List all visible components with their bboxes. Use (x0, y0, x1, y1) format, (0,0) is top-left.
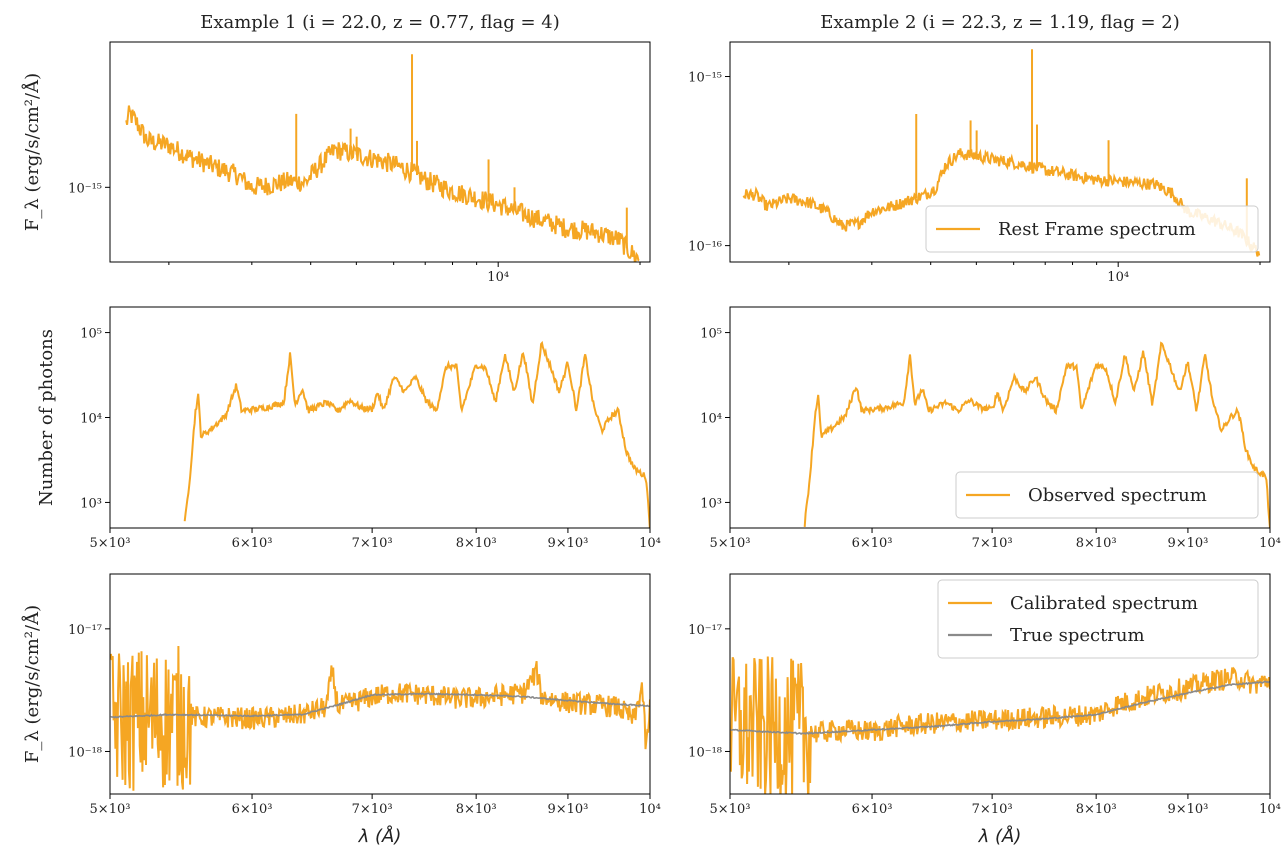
legend-label: Observed spectrum (1028, 485, 1207, 506)
x-tick-label: 7×10³ (972, 802, 1013, 817)
x-tick-label: 6×10³ (232, 536, 273, 551)
x-tick-label: 5×10³ (90, 536, 131, 551)
x-tick-label: 7×10³ (972, 536, 1013, 551)
series-line (183, 340, 650, 528)
legend-box (937, 579, 1259, 659)
x-axis-label: λ (Å) (358, 825, 402, 847)
panel-cal-2: 5×10³ 6×10³ 7×10³ 8×10³ 9×10³ 10⁴ 10⁻¹⁸ 10⁻¹⁷ λ … (688, 573, 1281, 847)
series-line (730, 656, 1270, 794)
x-tick-label: 10⁴ (639, 536, 661, 551)
x-tick-label: 10⁴ (1259, 536, 1281, 551)
series-cal-2-1 (730, 680, 1270, 736)
panel-title: Example 2 (i = 22.3, z = 1.19, flag = 2) (820, 12, 1180, 33)
series-line (110, 692, 650, 719)
axes-frame (109, 573, 651, 795)
x-tick-label: 9×10³ (1167, 536, 1208, 551)
legend: Observed spectrum (955, 471, 1259, 519)
x-tick-label: 6×10³ (232, 802, 273, 817)
y-tick-label: 10⁻¹⁷ (688, 623, 722, 638)
legend-label: Rest Frame spectrum (998, 219, 1196, 240)
series-line (125, 105, 640, 262)
y-tick-label: 10⁵ (700, 327, 722, 342)
x-tick-label: 8×10³ (1076, 536, 1117, 551)
axes-frame (729, 573, 1271, 795)
legend-box (925, 205, 1259, 253)
legend: Calibrated spectrum True spectrum (937, 579, 1259, 659)
panel-cal-1: 5×10³ 6×10³ 7×10³ 8×10³ 9×10³ 10⁴ 10⁻¹⁸ 10⁻¹⁷ F_… (21, 573, 661, 847)
y-axis-label: F_λ (erg/s/cm²/Å) (21, 605, 43, 763)
panel-title: Example 1 (i = 22.0, z = 0.77, flag = 4) (200, 12, 560, 33)
legend-label: True spectrum (1010, 625, 1145, 646)
series-line (803, 341, 1270, 528)
x-tick-label: 7×10³ (352, 802, 393, 817)
axes-frame (109, 306, 651, 529)
series-cal-2-0 (730, 656, 1270, 794)
legend-label: Calibrated spectrum (1010, 593, 1198, 614)
series-obs-1-0 (183, 340, 650, 528)
x-tick-label: 9×10³ (1167, 802, 1208, 817)
x-tick-label: 8×10³ (456, 536, 497, 551)
panel-rest-1: 10⁴ 10⁻¹⁵ Example 1 (i = 22.0, z = 0.77, f… (21, 12, 651, 285)
x-tick-label: 9×10³ (547, 536, 588, 551)
y-axis-label: F_λ (erg/s/cm²/Å) (21, 73, 43, 231)
x-tick-label: 10⁴ (487, 270, 509, 285)
x-tick-label: 8×10³ (1076, 802, 1117, 817)
series-line (742, 148, 1261, 257)
x-tick-label: 5×10³ (710, 536, 751, 551)
x-axis-label: λ (Å) (978, 825, 1022, 847)
y-tick-label: 10⁻¹⁵ (688, 71, 722, 86)
x-tick-label: 10⁴ (1107, 270, 1129, 285)
y-tick-label: 10⁻¹⁵ (68, 181, 102, 196)
series-obs-2-0 (803, 341, 1270, 528)
x-tick-label: 8×10³ (456, 802, 497, 817)
series-line (110, 645, 650, 791)
y-tick-label: 10⁵ (80, 327, 102, 342)
axes-frame (729, 41, 1271, 263)
legend: Rest Frame spectrum (925, 205, 1259, 253)
x-tick-label: 6×10³ (852, 536, 893, 551)
legend-box (955, 471, 1259, 519)
series-rest-1-0 (125, 54, 640, 262)
y-tick-label: 10⁻¹⁶ (688, 240, 722, 255)
y-tick-label: 10⁴ (700, 412, 722, 427)
y-axis-label: Number of photons (36, 329, 57, 506)
x-tick-label: 6×10³ (852, 802, 893, 817)
series-cal-1-0 (110, 645, 650, 791)
y-tick-label: 10³ (700, 496, 722, 511)
series-line (730, 680, 1270, 736)
panel-obs-1: 5×10³ 6×10³ 7×10³ 8×10³ 9×10³ 10⁴ 10³ 10⁴ 10⁵ Num… (36, 306, 661, 551)
axes-frame (109, 41, 651, 263)
panel-rest-2: 10⁴ 10⁻¹⁶ 10⁻¹⁵ Example 2 (i = 22.3, z = 1.… (688, 12, 1271, 285)
y-tick-label: 10³ (80, 496, 102, 511)
x-tick-label: 10⁴ (639, 802, 661, 817)
x-tick-label: 7×10³ (352, 536, 393, 551)
y-tick-label: 10⁻¹⁸ (688, 745, 722, 760)
series-rest-2-0 (742, 49, 1261, 257)
x-tick-label: 5×10³ (90, 802, 131, 817)
panel-obs-2: 5×10³ 6×10³ 7×10³ 8×10³ 9×10³ 10⁴ 10³ 10⁴ 10⁵ Obs… (700, 306, 1281, 551)
y-tick-label: 10⁻¹⁷ (68, 623, 102, 638)
y-tick-label: 10⁴ (80, 412, 102, 427)
x-tick-label: 9×10³ (547, 802, 588, 817)
y-tick-label: 10⁻¹⁸ (68, 745, 102, 760)
x-tick-label: 10⁴ (1259, 802, 1281, 817)
series-cal-1-1 (110, 692, 650, 719)
x-tick-label: 5×10³ (710, 802, 751, 817)
